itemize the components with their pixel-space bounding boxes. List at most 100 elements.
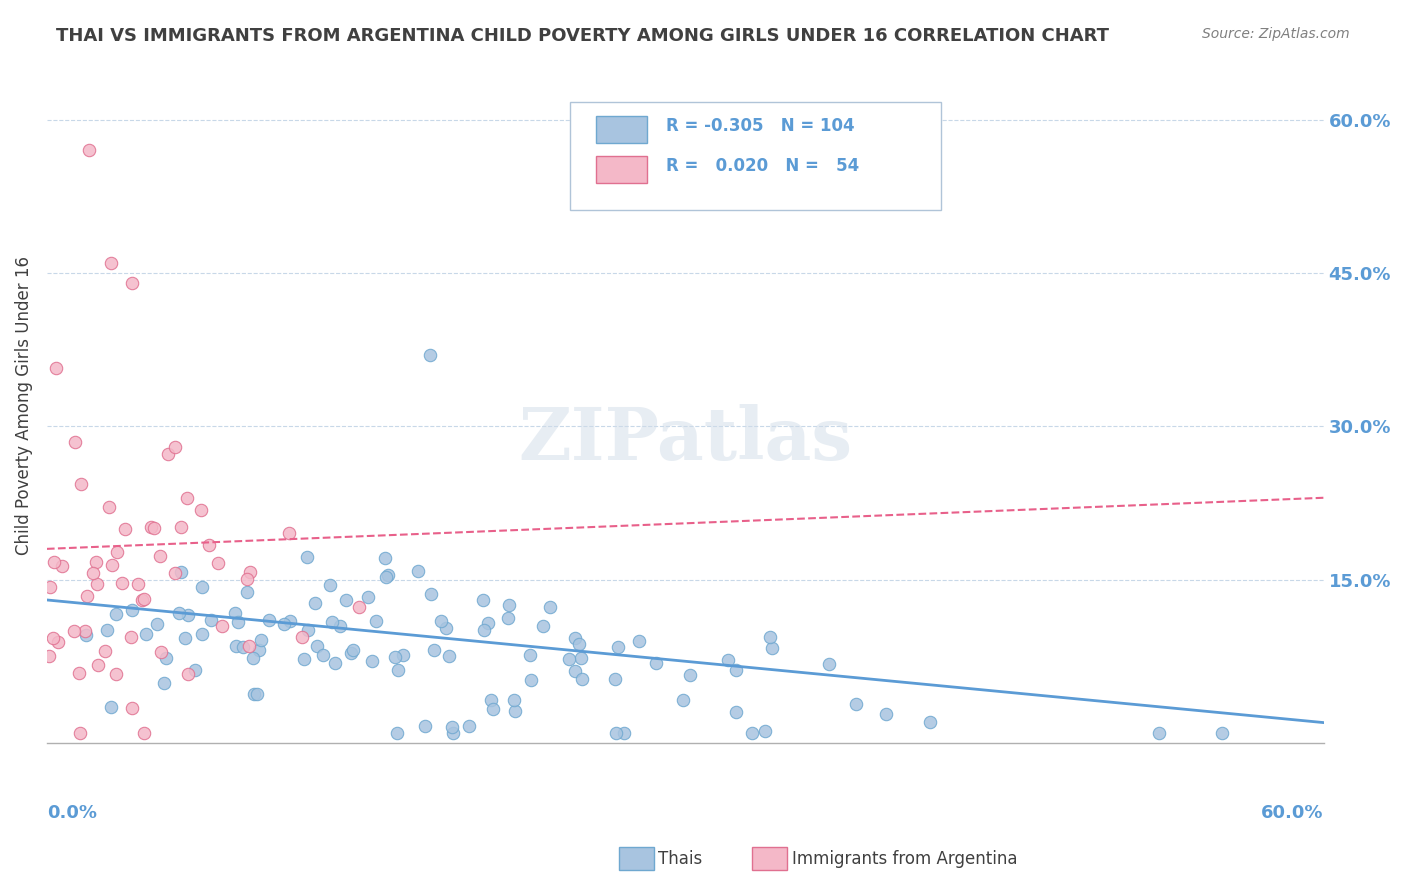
Thais: [374, 569, 396, 583]
Immigrants from Argentina: [190, 502, 212, 516]
Thais: [384, 649, 406, 664]
Thais: [319, 578, 342, 592]
Thais: [242, 650, 264, 665]
Immigrants from Argentina: [101, 558, 124, 573]
Thais: [236, 585, 259, 599]
Immigrants from Argentina: [104, 667, 127, 681]
Thais: [374, 550, 396, 565]
Immigrants from Argentina: [62, 624, 84, 638]
Thais: [498, 598, 520, 612]
Immigrants from Argentina: [97, 500, 120, 514]
Thais: [312, 648, 335, 662]
Text: R = -0.305   N = 104: R = -0.305 N = 104: [666, 117, 855, 135]
Immigrants from Argentina: [84, 555, 107, 569]
Thais: [918, 714, 941, 729]
Immigrants from Argentina: [207, 556, 229, 570]
Thais: [496, 611, 519, 625]
Thais: [387, 663, 409, 677]
Thais: [605, 672, 627, 686]
Thais: [155, 650, 177, 665]
Thais: [225, 639, 247, 653]
Text: R =   0.020   N =   54: R = 0.020 N = 54: [666, 157, 859, 176]
Thais: [184, 663, 207, 677]
Immigrants from Argentina: [127, 577, 149, 591]
Thais: [273, 616, 295, 631]
Thais: [292, 652, 315, 666]
Thais: [385, 726, 408, 740]
Thais: [671, 693, 693, 707]
Thais: [146, 617, 169, 632]
Thais: [472, 623, 495, 637]
Thais: [441, 726, 464, 740]
Thais: [247, 642, 270, 657]
Immigrants from Argentina: [63, 435, 86, 450]
FancyBboxPatch shape: [571, 103, 941, 211]
Thais: [321, 615, 343, 630]
Thais: [607, 640, 630, 655]
Thais: [329, 619, 352, 633]
Immigrants from Argentina: [69, 477, 91, 491]
Thais: [96, 623, 118, 637]
Thais: [259, 614, 281, 628]
Immigrants from Argentina: [39, 580, 62, 594]
Thais: [627, 634, 650, 648]
FancyBboxPatch shape: [596, 116, 647, 143]
Thais: [297, 623, 319, 637]
Thais: [505, 704, 527, 718]
Thais: [481, 702, 503, 716]
Thais: [304, 596, 326, 610]
Thais: [342, 643, 364, 657]
Thais: [169, 565, 191, 579]
Thais: [613, 726, 636, 740]
Immigrants from Argentina: [239, 566, 262, 580]
Immigrants from Argentina: [38, 649, 60, 664]
Immigrants from Argentina: [177, 667, 200, 681]
Text: Source: ZipAtlas.com: Source: ZipAtlas.com: [1202, 27, 1350, 41]
Immigrants from Argentina: [73, 624, 96, 639]
Thais: [429, 614, 451, 628]
Immigrants from Argentina: [42, 555, 65, 569]
Immigrants from Argentina: [170, 520, 193, 534]
Thais: [340, 646, 363, 660]
Thais: [200, 613, 222, 627]
Text: THAI VS IMMIGRANTS FROM ARGENTINA CHILD POVERTY AMONG GIRLS UNDER 16 CORRELATION: THAI VS IMMIGRANTS FROM ARGENTINA CHILD …: [56, 27, 1109, 45]
Thais: [422, 642, 444, 657]
Thais: [519, 648, 541, 663]
Immigrants from Argentina: [132, 726, 155, 740]
Y-axis label: Child Poverty Among Girls Under 16: Child Poverty Among Girls Under 16: [15, 256, 32, 556]
Thais: [153, 676, 176, 690]
Immigrants from Argentina: [163, 440, 186, 454]
Thais: [644, 657, 666, 671]
Immigrants from Argentina: [149, 549, 172, 563]
Thais: [605, 726, 627, 740]
Immigrants from Argentina: [236, 572, 259, 586]
Thais: [167, 606, 190, 620]
Thais: [413, 719, 436, 733]
Thais: [105, 607, 128, 621]
Text: Immigrants from Argentina: Immigrants from Argentina: [792, 850, 1017, 868]
Thais: [479, 693, 502, 707]
Thais: [724, 663, 747, 677]
Thais: [571, 650, 593, 665]
Immigrants from Argentina: [79, 143, 101, 157]
Immigrants from Argentina: [143, 521, 166, 535]
Immigrants from Argentina: [238, 639, 260, 653]
Thais: [226, 615, 249, 629]
Text: 60.0%: 60.0%: [1261, 805, 1323, 822]
Immigrants from Argentina: [120, 630, 142, 644]
Thais: [250, 633, 273, 648]
Immigrants from Argentina: [45, 361, 67, 376]
Thais: [472, 592, 495, 607]
Immigrants from Argentina: [291, 631, 314, 645]
Thais: [1147, 726, 1170, 740]
Thais: [724, 706, 747, 720]
Thais: [761, 641, 783, 656]
Thais: [224, 606, 246, 620]
Immigrants from Argentina: [131, 593, 153, 607]
Immigrants from Argentina: [198, 538, 221, 552]
Thais: [437, 649, 460, 664]
Immigrants from Argentina: [121, 701, 143, 715]
Thais: [568, 636, 591, 650]
Immigrants from Argentina: [114, 522, 136, 536]
Thais: [406, 564, 429, 578]
